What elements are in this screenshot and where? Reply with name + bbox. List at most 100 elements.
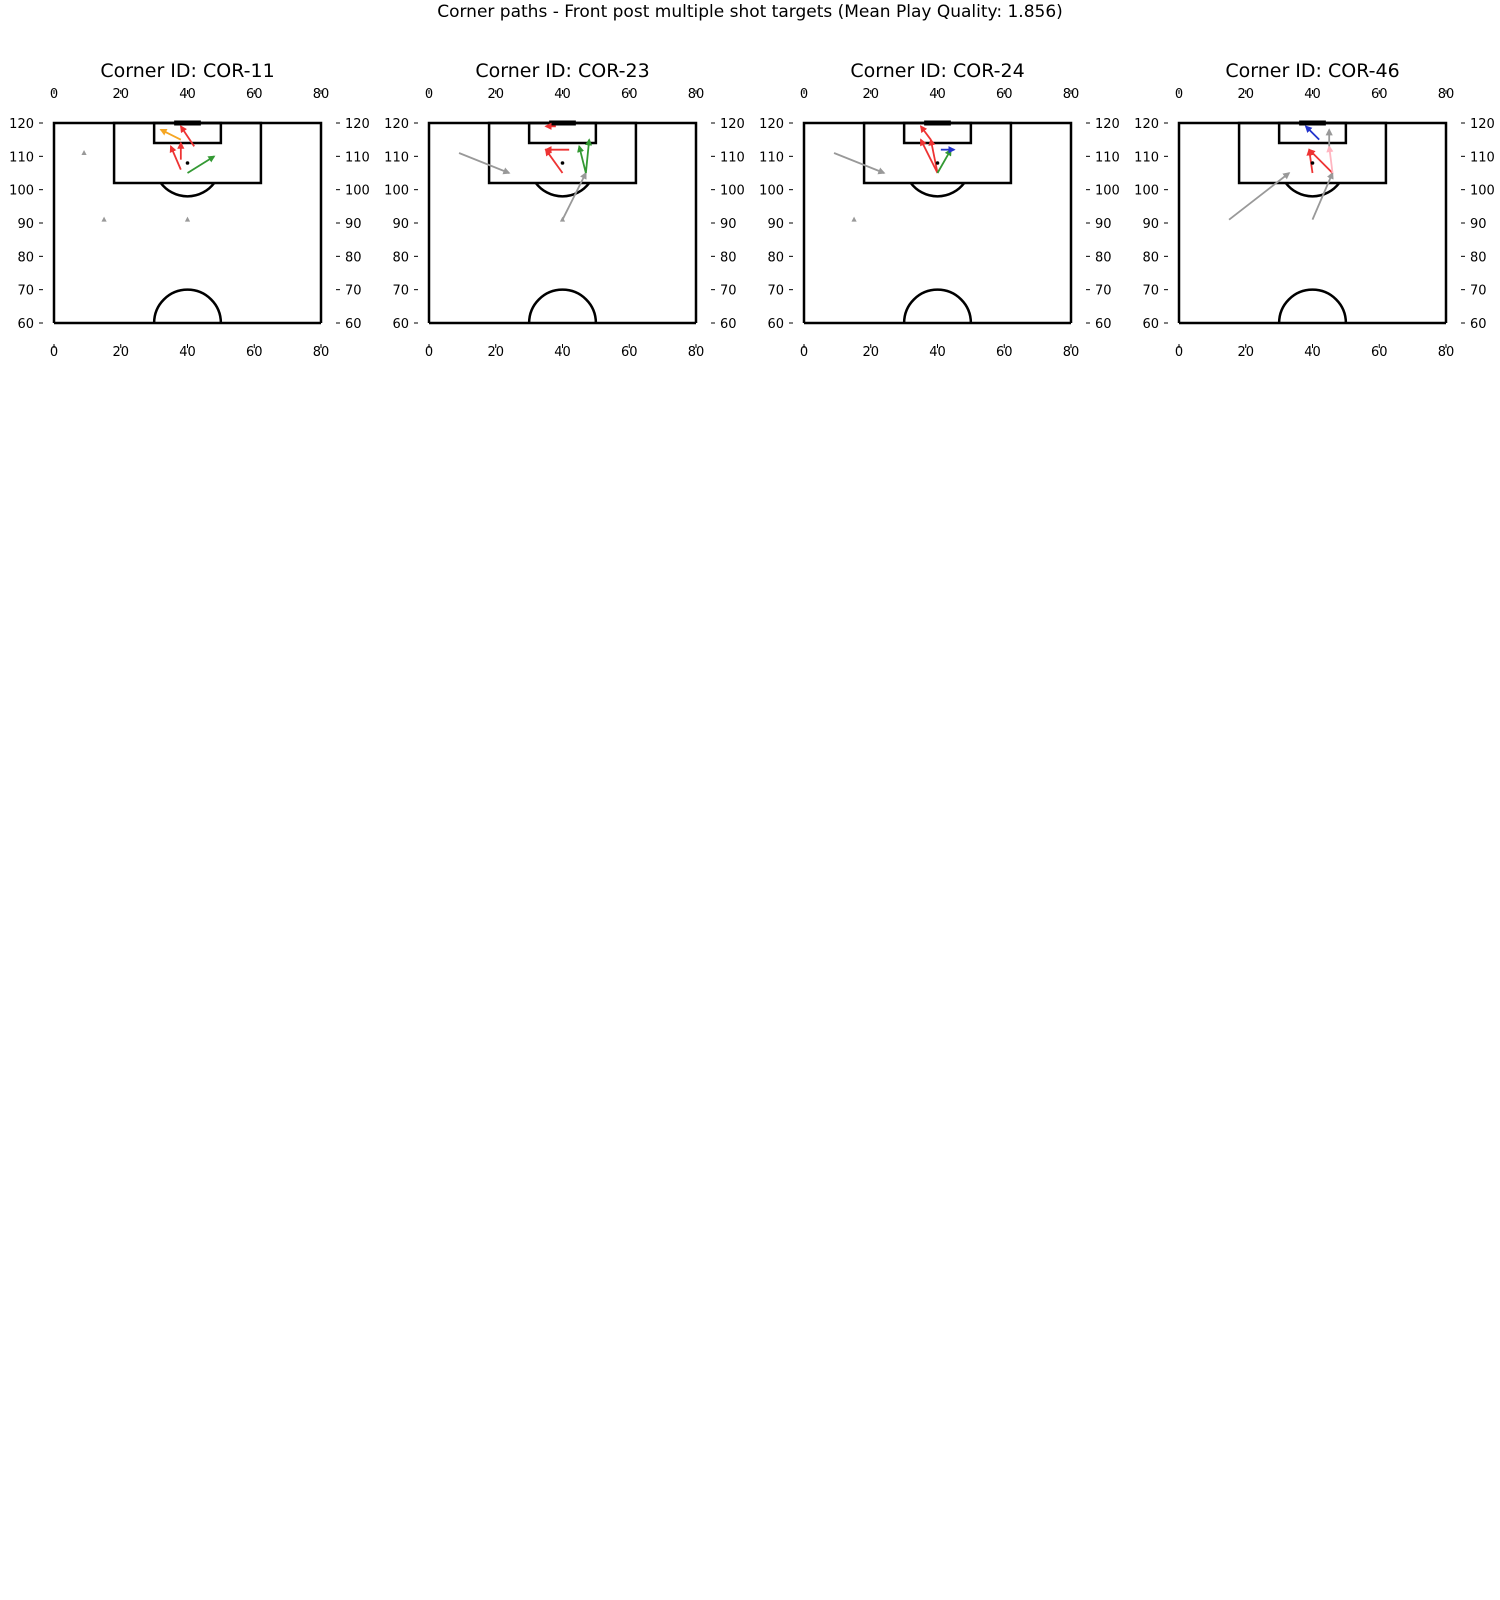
x-tick-label-bottom: 0 [1175, 345, 1183, 360]
x-tick-label-top: 0 [50, 87, 58, 102]
y-tick-label-left: 60 [1142, 317, 1159, 332]
centre-circle [1277, 288, 1348, 324]
y-tick-label-left: 110 [9, 150, 34, 165]
x-tick-label-bottom: 40 [554, 345, 571, 360]
centre-circle [152, 288, 223, 324]
x-tick-label-top: 60 [621, 87, 638, 102]
y-tick-label-left: 90 [1142, 217, 1159, 232]
y-tick-label-right: 120 [720, 117, 745, 132]
y-tick-label-left: 110 [384, 150, 409, 165]
player-marker [184, 216, 191, 222]
six-yard-box [902, 121, 973, 145]
y-tick-label-right: 100 [1095, 184, 1120, 199]
x-tick-label-bottom: 80 [688, 345, 705, 360]
y-tick-label-left: 120 [9, 117, 34, 132]
centre-circle [902, 288, 973, 324]
y-tick-label-left: 90 [767, 217, 784, 232]
x-tick-label-top: 0 [800, 87, 808, 102]
six-yard-box [527, 121, 598, 145]
y-tick-label-right: 110 [1470, 150, 1495, 165]
y-tick-label-left: 80 [1142, 250, 1159, 265]
player-marker [81, 150, 87, 155]
y-tick-label-right: 70 [1470, 284, 1487, 299]
penalty-arc [1284, 182, 1341, 198]
x-tick-label-bottom: 40 [179, 345, 196, 360]
y-tick-label-right: 90 [720, 217, 737, 232]
x-tick-label-top: 0 [425, 87, 433, 102]
y-tick-label-left: 100 [1134, 184, 1159, 199]
x-tick-label-bottom: 0 [800, 345, 808, 360]
pass-arrow-pink [1326, 144, 1334, 174]
y-tick-label-right: 120 [1470, 117, 1495, 132]
y-tick-label-right: 70 [345, 284, 362, 299]
x-tick-label-top: 80 [688, 87, 705, 102]
pitch-panel-1: Corner ID: COR-11 0 0 20 20 40 40 60 60 80 80 60 60 7… [9, 60, 370, 360]
pass-arrow-orange [159, 128, 182, 141]
y-tick-label-right: 60 [720, 317, 737, 332]
centre-circle [527, 288, 598, 324]
y-tick-label-left: 120 [759, 117, 784, 132]
x-tick-label-bottom: 60 [621, 345, 638, 360]
x-tick-label-top: 80 [313, 87, 330, 102]
pass-arrow-gray [458, 152, 511, 175]
pass-arrow-green [584, 138, 593, 174]
pass-arrow-blue [1304, 125, 1320, 141]
penalty-arc [534, 182, 591, 198]
pass-arrow-red [1306, 148, 1314, 174]
pass-arrow-gray [833, 152, 886, 175]
y-tick-label-left: 90 [392, 217, 409, 232]
figure-title: Corner paths - Front post multiple shot … [437, 2, 1063, 22]
x-tick-label-top: 40 [1304, 87, 1321, 102]
penalty-spot-dot [935, 161, 940, 165]
x-tick-label-top: 60 [246, 87, 263, 102]
player-marker [559, 216, 566, 222]
x-tick-label-top: 60 [1371, 87, 1388, 102]
x-tick-label-top: 40 [179, 87, 196, 102]
y-tick-label-left: 80 [17, 250, 34, 265]
y-tick-label-left: 110 [759, 150, 784, 165]
x-tick-label-top: 20 [1237, 87, 1254, 102]
y-tick-label-left: 80 [767, 250, 784, 265]
player-marker [101, 216, 107, 222]
y-tick-label-right: 100 [345, 184, 370, 199]
pitch-panel-2: Corner ID: COR-23 0 0 20 20 40 40 60 60 80 80 60 60 7… [384, 60, 745, 360]
y-tick-label-left: 70 [1142, 284, 1159, 299]
y-tick-label-right: 90 [1470, 217, 1487, 232]
y-tick-label-right: 80 [1095, 250, 1112, 265]
y-tick-label-right: 60 [1095, 317, 1112, 332]
y-tick-label-left: 90 [17, 217, 34, 232]
panel-title: Corner ID: COR-46 [1225, 60, 1399, 82]
y-tick-label-right: 110 [1095, 150, 1120, 165]
x-tick-label-top: 40 [554, 87, 571, 102]
x-tick-label-top: 40 [929, 87, 946, 102]
pitch-panel-4: Corner ID: COR-46 0 0 20 20 40 40 60 60 80 80 60 60 7… [1134, 60, 1495, 360]
y-tick-label-right: 80 [1470, 250, 1487, 265]
penalty-box [112, 121, 263, 185]
x-tick-label-bottom: 0 [425, 345, 433, 360]
penalty-box [487, 121, 638, 185]
x-tick-label-bottom: 40 [1304, 345, 1321, 360]
x-tick-label-bottom: 20 [1237, 345, 1254, 360]
y-tick-label-right: 100 [1470, 184, 1495, 199]
y-tick-label-left: 70 [17, 284, 34, 299]
x-tick-label-top: 20 [862, 87, 879, 102]
y-tick-label-right: 80 [345, 250, 362, 265]
y-tick-label-right: 110 [345, 150, 370, 165]
x-tick-label-bottom: 60 [1371, 345, 1388, 360]
x-tick-label-bottom: 80 [1063, 345, 1080, 360]
pitch-boundary [427, 121, 698, 323]
y-tick-label-left: 80 [392, 250, 409, 265]
x-tick-label-top: 60 [996, 87, 1013, 102]
y-tick-label-left: 120 [384, 117, 409, 132]
x-tick-label-bottom: 80 [1438, 345, 1455, 360]
x-tick-label-bottom: 60 [996, 345, 1013, 360]
x-tick-label-bottom: 60 [246, 345, 263, 360]
x-tick-label-bottom: 20 [112, 345, 129, 360]
x-tick-label-top: 80 [1063, 87, 1080, 102]
six-yard-box [152, 121, 223, 145]
pass-arrow-red [920, 138, 939, 174]
penalty-spot-dot [1310, 161, 1315, 165]
y-tick-label-right: 120 [345, 117, 370, 132]
x-tick-label-top: 80 [1438, 87, 1455, 102]
